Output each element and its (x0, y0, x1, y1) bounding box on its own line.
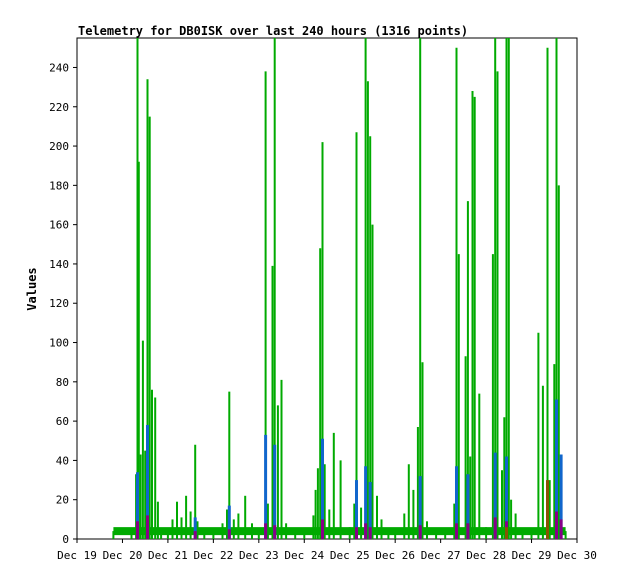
y-ticks: 0 20 40 60 80 100 120 140 160 180 200 220 240 (49, 61, 77, 546)
x-tick-label-11: Dec 30 (557, 549, 597, 562)
x-tick-label-10: Dec 29 (512, 549, 552, 562)
x-tick-label-8: Dec 27 (421, 549, 461, 562)
y-tick-label-2: 40 (56, 454, 69, 467)
series-purple (136, 511, 563, 539)
plot-frame (76, 37, 578, 540)
series-layer (112, 38, 567, 539)
x-tick-label-9: Dec 28 (466, 549, 506, 562)
chart-title: Telemetry for DB0ISK over last 240 hours… (78, 24, 468, 38)
y-tick-label-4: 80 (56, 376, 69, 389)
y-tick-label-10: 200 (49, 140, 69, 153)
y-tick-label-3: 60 (56, 415, 69, 428)
x-tick-label-3: Dec 22 (193, 549, 233, 562)
y-tick-label-5: 100 (49, 337, 69, 350)
y-tick-label-11: 220 (49, 101, 69, 114)
y-axis-label: Values (25, 267, 39, 310)
series-brown (505, 480, 549, 539)
series-green (112, 38, 567, 539)
x-ticks: Dec 19 Dec 20 Dec 21 Dec 22 Dec 23 Dec 24 Dec … (57, 539, 597, 562)
y-tick-label-0: 0 (62, 533, 69, 546)
x-tick-label-0: Dec 19 (57, 549, 97, 562)
x-tick-label-2: Dec 21 (148, 549, 188, 562)
y-tick-label-8: 160 (49, 219, 69, 232)
y-tick-label-12: 240 (49, 61, 69, 74)
x-tick-label-4: Dec 23 (239, 549, 279, 562)
x-tick-label-7: Dec 26 (375, 549, 415, 562)
y-tick-label-7: 140 (49, 258, 69, 271)
x-tick-label-5: Dec 24 (284, 549, 324, 562)
x-tick-label-1: Dec 20 (103, 549, 143, 562)
y-tick-label-1: 20 (56, 494, 69, 507)
y-tick-label-9: 180 (49, 179, 69, 192)
x-tick-label-6: Dec 25 (330, 549, 370, 562)
y-tick-label-6: 120 (49, 297, 69, 310)
